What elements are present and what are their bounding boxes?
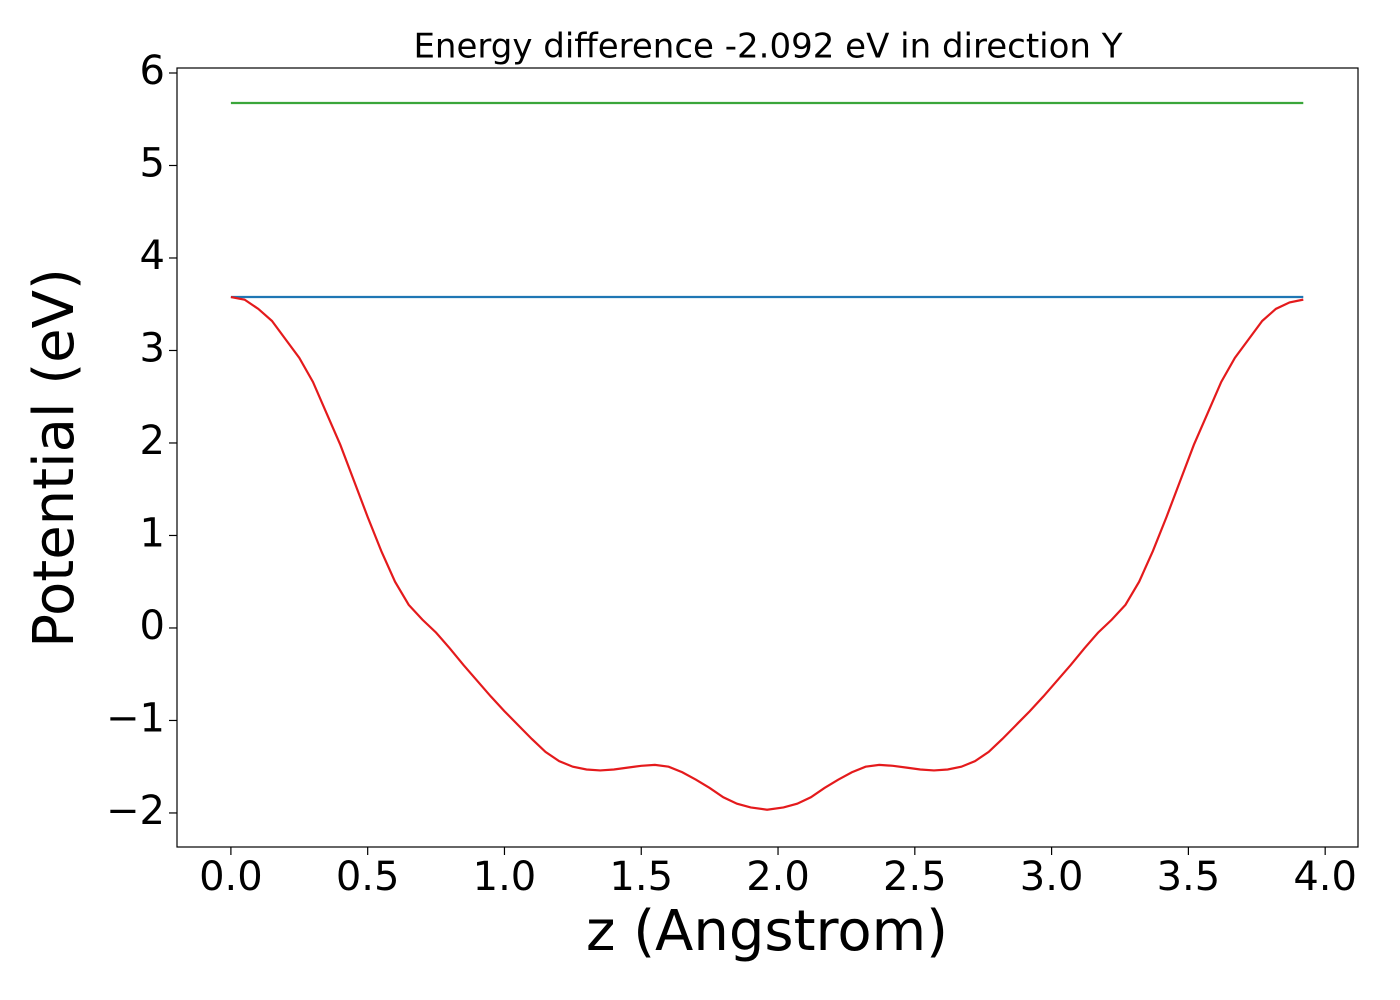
y-tick-label: −2 — [106, 788, 165, 834]
y-tick-label: 1 — [140, 510, 165, 556]
y-tick-label: 5 — [140, 140, 165, 186]
y-tick-label: 6 — [140, 48, 165, 94]
x-axis-label: z (Angstrom) — [586, 899, 948, 964]
plot-frame — [176, 67, 1359, 848]
x-tick-label: 1.0 — [473, 854, 537, 900]
x-tick-label: 2.5 — [883, 854, 947, 900]
x-tick-label: 0.0 — [199, 854, 263, 900]
chart-title: Energy difference -2.092 eV in direction… — [413, 27, 1122, 67]
y-tick-label: 0 — [140, 603, 165, 649]
x-tick-label: 3.0 — [1020, 854, 1084, 900]
y-tick-label: 2 — [140, 418, 165, 464]
y-tick-label: 3 — [140, 325, 165, 371]
x-tick-label: 4.0 — [1293, 854, 1357, 900]
x-tick-label: 1.5 — [609, 854, 673, 900]
y-tick-label: 4 — [140, 233, 165, 279]
y-tick-label: −1 — [106, 695, 165, 741]
x-tick-label: 2.0 — [746, 854, 810, 900]
line — [230, 295, 1304, 811]
x-tick-label: 0.5 — [336, 854, 400, 900]
y-axis-label: Potential (eV) — [22, 268, 87, 648]
x-tick-label: 3.5 — [1157, 854, 1221, 900]
